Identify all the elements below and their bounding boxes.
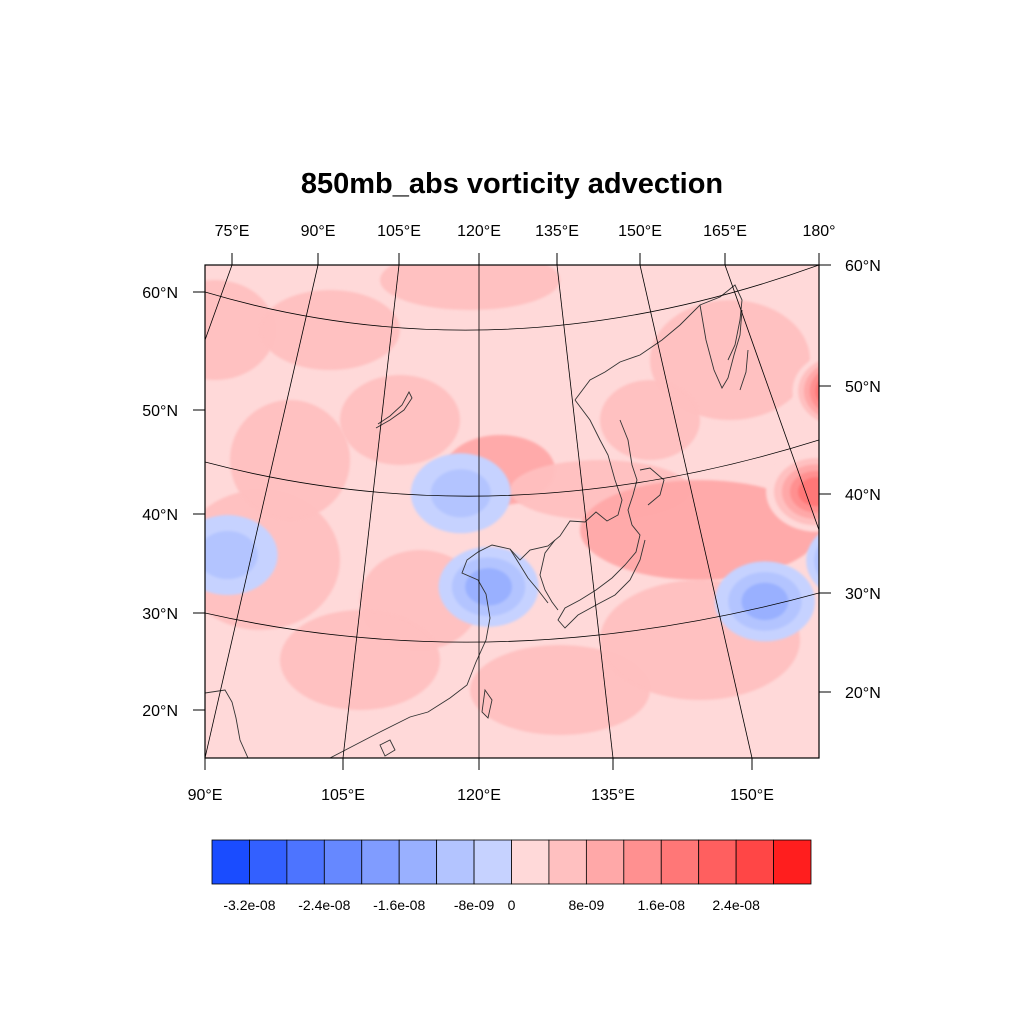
colorbar-swatch	[773, 839, 812, 885]
colorbar-swatch	[623, 839, 662, 885]
map-title: 850mb_abs vorticity advection	[300, 168, 724, 200]
graticule	[205, 265, 819, 758]
colorbar-swatch	[361, 839, 400, 885]
vorticity-field	[205, 265, 992, 758]
bottom-lon-labels: 90°E 105°E 120°E 135°E 150°E	[188, 787, 774, 804]
right-lat-label: 50°N	[845, 379, 881, 396]
minimum-contour	[830, 540, 882, 582]
left-lat-label: 40°N	[142, 507, 178, 524]
lon-line-165	[724, 265, 819, 531]
colorbar-label: 1.6e-08	[638, 897, 686, 913]
colorbar-swatch	[211, 839, 250, 885]
coastlines	[205, 284, 749, 758]
minimum-contour	[899, 344, 986, 413]
minimum-contour	[430, 469, 491, 518]
lon-line-105	[342, 265, 400, 758]
colorbar-labels: -3.2e-08 -2.4e-08 -1.6e-08 -8e-09 0 8e-0…	[223, 897, 760, 913]
negative-contours	[205, 339, 992, 642]
lat-line-60	[205, 265, 819, 331]
colorbar-label: -1.6e-08	[373, 897, 425, 913]
lon-line-135	[556, 265, 614, 758]
left-lat-label: 50°N	[142, 403, 178, 420]
bottom-lon-label: 120°E	[457, 787, 501, 804]
positive-patch	[470, 645, 650, 735]
colorbar-swatch	[585, 839, 625, 885]
minimum-contour	[465, 568, 512, 606]
positive-patch	[600, 380, 700, 460]
bottom-lon-label: 90°E	[188, 787, 223, 804]
minimum-contour	[925, 365, 958, 392]
right-lat-label: 30°N	[845, 586, 881, 603]
left-lat-label: 60°N	[142, 285, 178, 302]
top-lon-label: 105°E	[377, 223, 421, 240]
lat-line-30	[205, 592, 819, 643]
positive-patch	[580, 480, 819, 580]
colorbar-swatch	[511, 839, 550, 885]
colorbar-swatch	[323, 839, 363, 885]
left-lat-label: 20°N	[142, 703, 178, 720]
minimum-contour	[741, 582, 789, 621]
minimum-contour	[905, 349, 978, 408]
top-lon-label: 90°E	[301, 223, 336, 240]
top-lon-label: 75°E	[215, 223, 250, 240]
top-lon-label: 135°E	[535, 223, 579, 240]
top-lon-label: 150°E	[618, 223, 662, 240]
maximum-contour	[815, 380, 819, 402]
top-lon-labels: 75°E 90°E 105°E 120°E 135°E 150°E 165°E …	[215, 223, 836, 240]
top-lon-label: 180°	[802, 223, 835, 240]
left-lat-label: 30°N	[142, 606, 178, 623]
colorbar-swatch	[548, 839, 587, 885]
top-lon-label: 120°E	[457, 223, 501, 240]
positive-patch	[280, 610, 440, 710]
right-lat-label: 60°N	[845, 258, 881, 275]
tick-marks	[193, 253, 831, 770]
left-lat-labels: 60°N 50°N 40°N 30°N 20°N	[142, 285, 178, 720]
lon-line-75	[205, 265, 233, 341]
positive-patch	[260, 290, 400, 370]
colorbar	[211, 839, 812, 885]
top-lon-label: 165°E	[703, 223, 747, 240]
colorbar-label: -8e-09	[454, 897, 495, 913]
colorbar-swatch	[436, 839, 475, 885]
bottom-lon-label: 150°E	[730, 787, 774, 804]
positive-patch	[230, 400, 350, 520]
positive-patch	[380, 265, 560, 310]
right-lat-labels: 60°N 50°N 40°N 30°N 20°N	[845, 258, 881, 702]
right-lat-label: 20°N	[845, 685, 881, 702]
maximum-contour	[809, 372, 819, 410]
colorbar-label: -3.2e-08	[223, 897, 275, 913]
colorbar-label: 2.4e-08	[712, 897, 760, 913]
minimum-contour	[892, 339, 992, 419]
bottom-lon-label: 135°E	[591, 787, 635, 804]
map-frame	[204, 264, 820, 759]
minimum-contour	[912, 355, 972, 403]
colorbar-label: 0	[508, 897, 516, 913]
minimum-contour	[205, 531, 258, 580]
colorbar-swatch	[735, 839, 774, 885]
minimum-contour	[919, 360, 966, 397]
colorbar-label: -2.4e-08	[298, 897, 350, 913]
colorbar-swatch	[286, 839, 325, 885]
maximum-contour	[798, 477, 819, 507]
right-lat-label: 40°N	[845, 487, 881, 504]
colorbar-swatch	[249, 839, 288, 885]
colorbar-swatch	[398, 839, 438, 885]
positive-patch	[340, 375, 460, 465]
minimum-contour	[806, 533, 819, 588]
bottom-lon-label: 105°E	[321, 787, 365, 804]
minimum-contour	[838, 546, 874, 575]
minimum-contour	[814, 545, 819, 577]
colorbar-swatch	[473, 839, 512, 885]
positive-patch	[205, 280, 275, 380]
minimum-contour	[822, 533, 890, 587]
colorbar-swatch	[660, 839, 700, 885]
lon-line-150	[639, 265, 753, 758]
lat-line-40	[205, 439, 819, 497]
colorbar-label: 8e-09	[568, 897, 604, 913]
colorbar-swatch	[698, 839, 737, 885]
lon-line-90	[205, 265, 319, 758]
positive-patch	[650, 300, 810, 420]
